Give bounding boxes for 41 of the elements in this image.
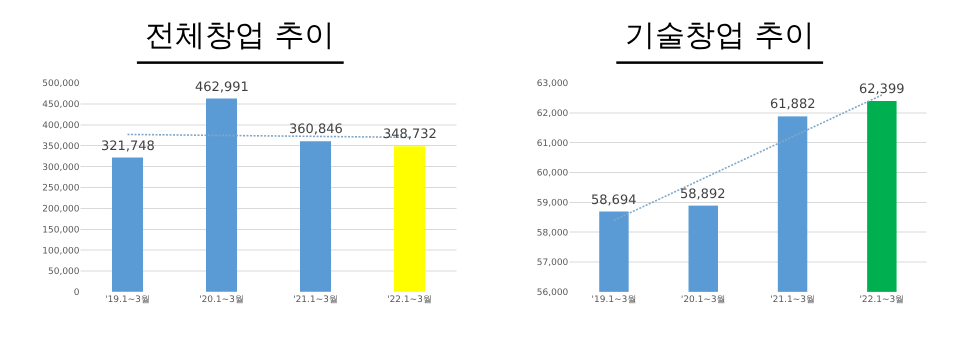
- y-tick-label: 50,000: [48, 267, 80, 278]
- bar: [394, 146, 426, 292]
- bar: [112, 158, 144, 292]
- y-tick-label: 400,000: [42, 120, 80, 131]
- y-tick-label: 100,000: [42, 246, 80, 256]
- chart-title: 전체창업 추이: [145, 18, 335, 53]
- y-tick-label: 58,000: [536, 228, 569, 238]
- y-tick-label: 57,000: [536, 258, 569, 268]
- y-tick-label: 150,000: [42, 225, 80, 236]
- data-label: 321,748: [101, 139, 155, 154]
- y-tick-label: 350,000: [42, 142, 80, 152]
- y-tick-label: 0: [74, 288, 80, 298]
- x-tick-label: '19.1~3월: [105, 294, 150, 305]
- x-tick-label: '21.1~3월: [293, 294, 338, 305]
- y-tick-label: 59,000: [536, 198, 569, 209]
- y-tick-label: 56,000: [536, 288, 569, 298]
- y-tick-label: 300,000: [42, 162, 80, 173]
- y-tick-label: 500,000: [42, 79, 80, 90]
- x-tick-label: '19.1~3월: [592, 294, 636, 305]
- x-tick-label: '22.1~3월: [387, 294, 432, 305]
- data-label: 58,892: [680, 187, 726, 202]
- x-tick-label: '20.1~3월: [199, 294, 244, 305]
- y-tick-label: 200,000: [42, 204, 80, 215]
- data-label: 462,991: [195, 80, 249, 95]
- data-label: 61,882: [770, 97, 816, 112]
- chart-title: 기술창업 추이: [625, 18, 815, 53]
- y-tick-label: 450,000: [42, 100, 80, 110]
- x-tick-label: '20.1~3월: [680, 294, 726, 305]
- y-tick-label: 250,000: [42, 184, 80, 194]
- y-tick-label: 63,000: [536, 79, 569, 90]
- bar: [300, 141, 332, 292]
- data-label: 62,399: [859, 82, 904, 97]
- bar: [206, 98, 238, 292]
- x-tick-label: '22.1~3월: [859, 294, 904, 305]
- data-label: 360,846: [289, 122, 343, 137]
- data-label: 348,732: [383, 127, 437, 142]
- x-tick-label: '21.1~3월: [770, 294, 815, 305]
- y-tick-label: 61,000: [536, 138, 569, 149]
- data-label: 58,694: [591, 193, 636, 208]
- y-tick-label: 60,000: [536, 168, 569, 179]
- y-tick-label: 62,000: [536, 109, 569, 120]
